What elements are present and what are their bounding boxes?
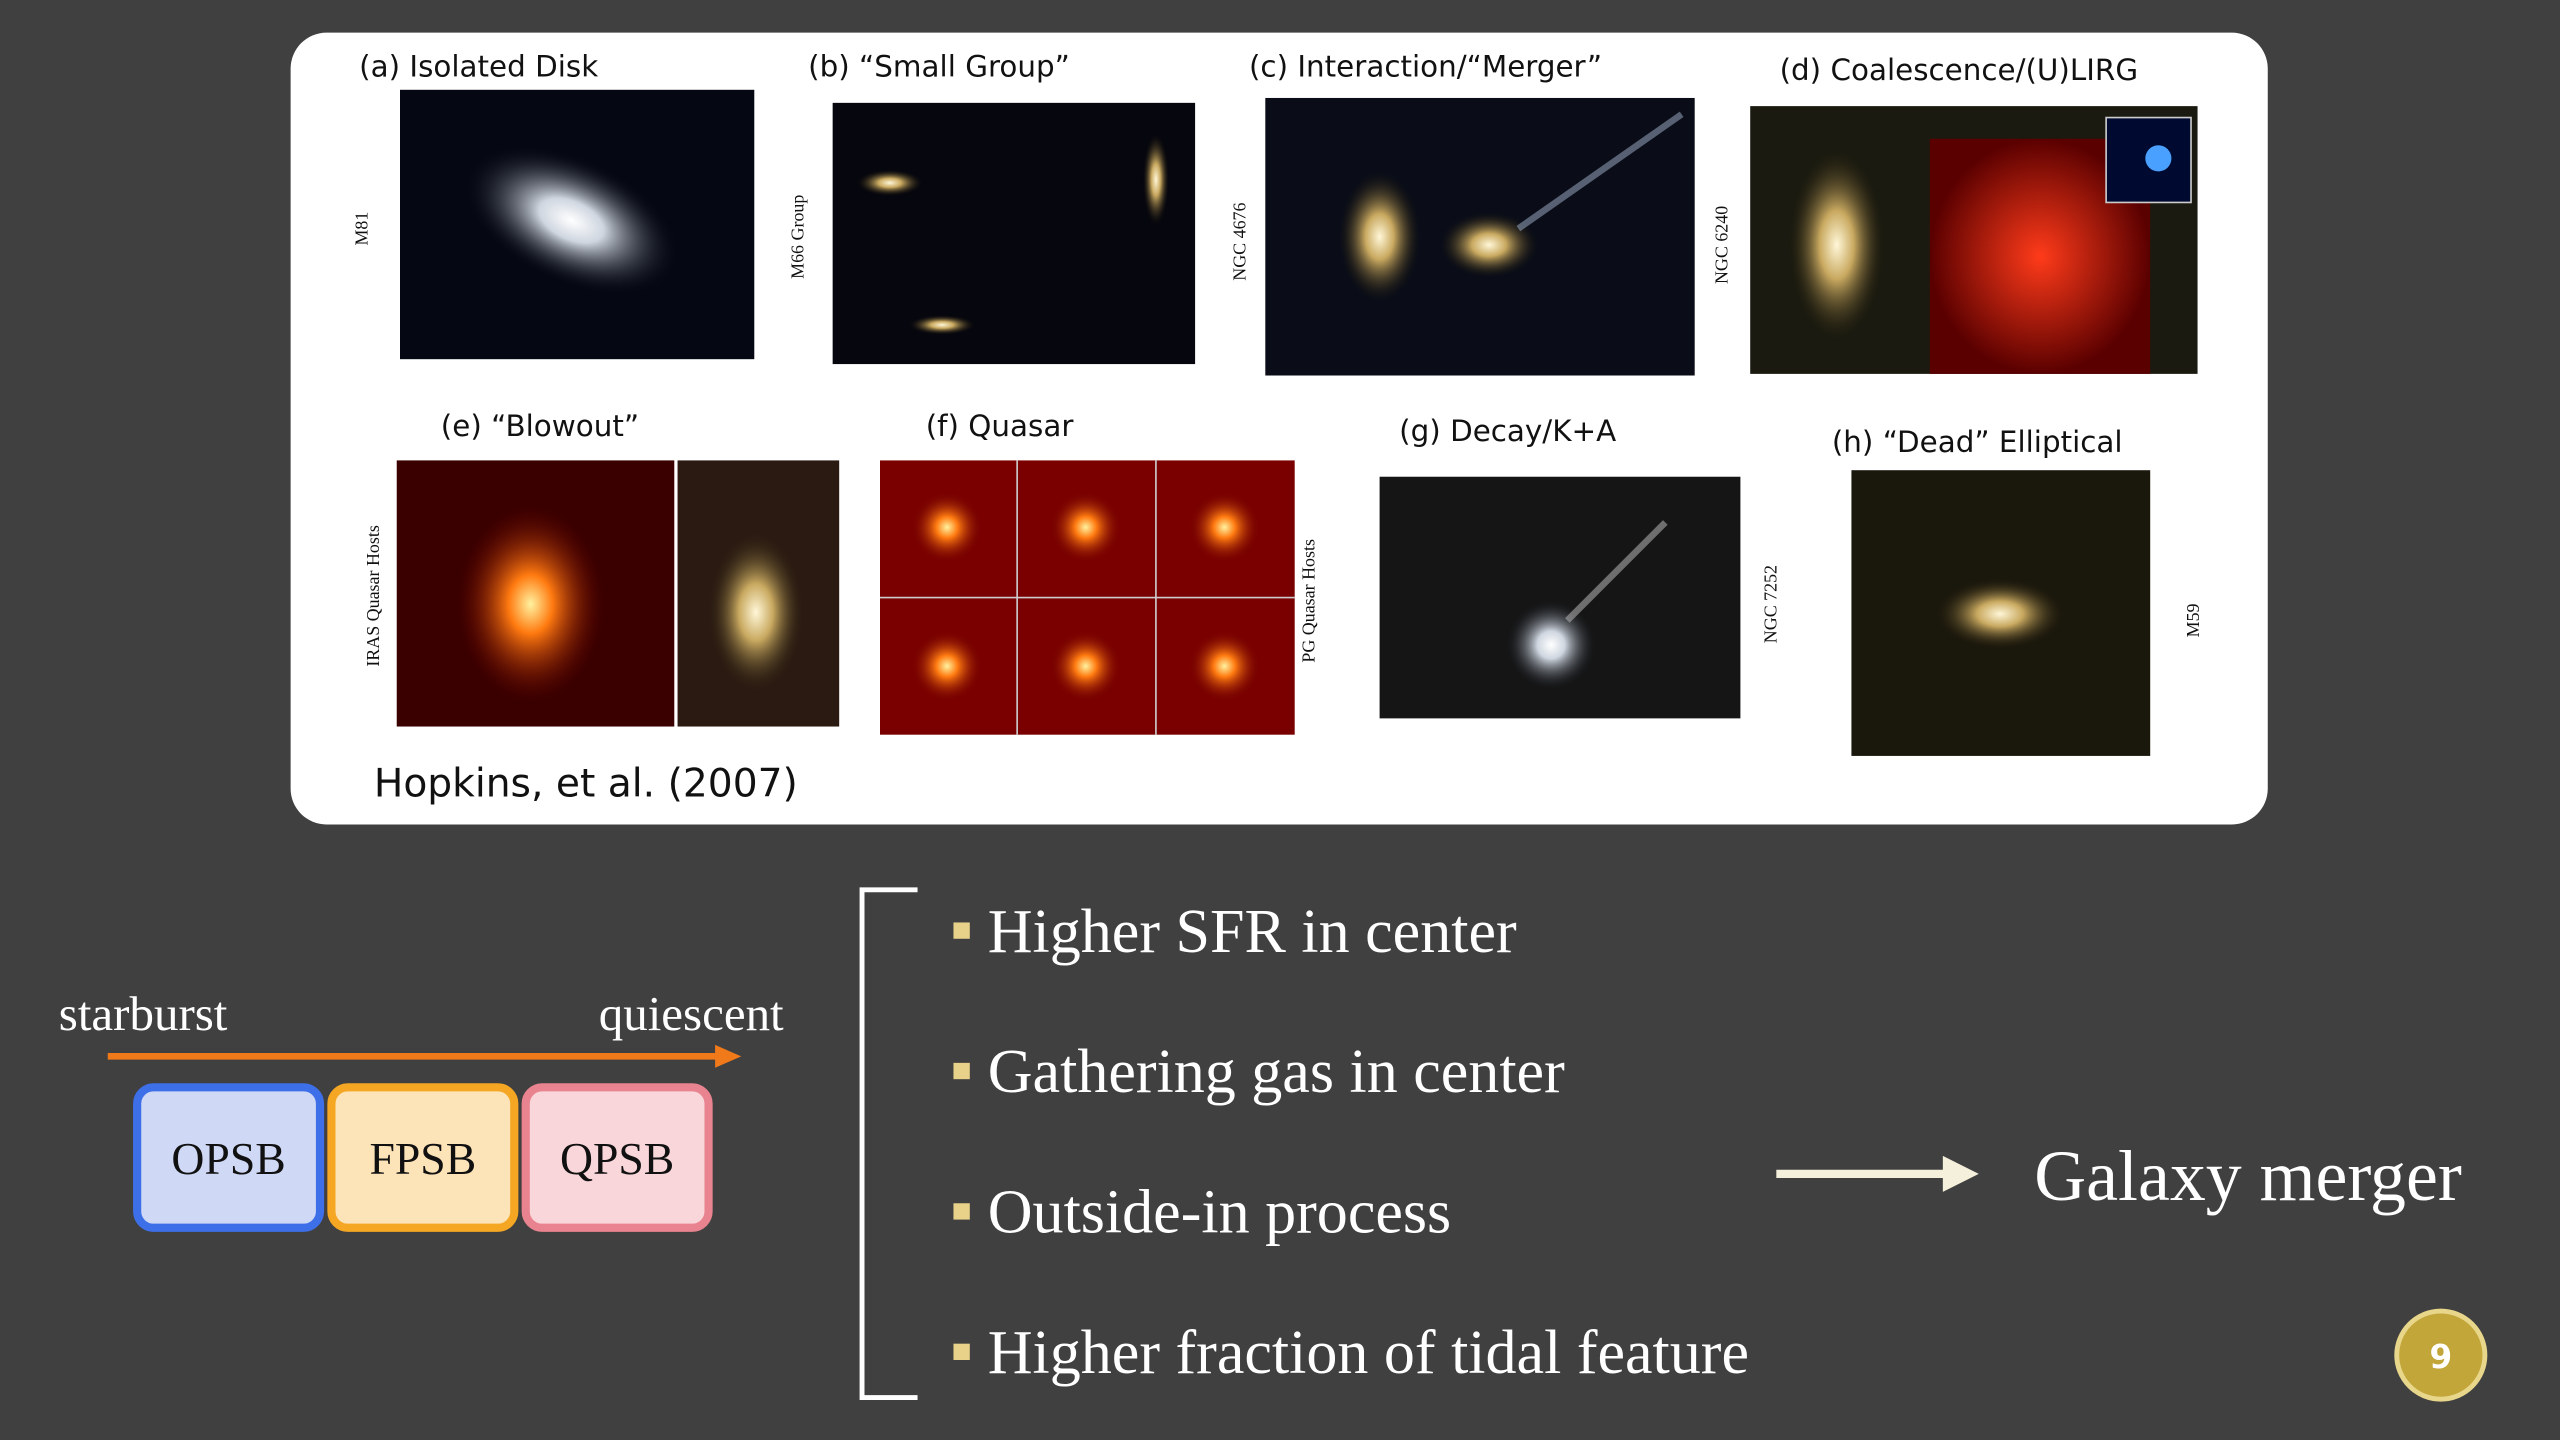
bullet-marker (953, 1343, 970, 1360)
object-label: NGC 4676 (1230, 202, 1250, 280)
arrow-head (715, 1044, 742, 1068)
bracket (859, 887, 918, 1400)
bullet-marker (953, 1062, 970, 1080)
galaxy (457, 506, 605, 703)
panel-label: (c) Interaction/“Merger” (1249, 50, 1602, 84)
bullet-text: Outside-in process (988, 1179, 1451, 1247)
panel-label: (g) Decay/K+A (1399, 414, 1616, 448)
panel-labels: (a) Isolated Disk M81 (b) “Small Group” M66… (351, 50, 2203, 667)
quasar (911, 491, 983, 564)
galaxy (464, 146, 679, 295)
stage-box (327, 1083, 519, 1232)
galaxy (1440, 212, 1538, 278)
stages: OPSB FPSB QPSB (133, 1083, 713, 1232)
stage-box (133, 1083, 325, 1232)
galaxy (1934, 577, 2066, 650)
citation: Hopkins, et al. (2007) (374, 762, 798, 807)
galaxy (857, 169, 923, 196)
galaxy (706, 530, 805, 694)
panel-label: (f) Quasar (926, 409, 1075, 443)
object-label: NGC 6240 (1711, 206, 1731, 284)
galaxy (1142, 133, 1169, 226)
quasar (911, 630, 983, 703)
stage-box (521, 1083, 713, 1232)
object-label: IRAS Quasar Hosts (363, 525, 383, 667)
figure-images (396, 89, 2198, 756)
sequence-end: quiescent (599, 986, 784, 1041)
object-label: M59 (2183, 603, 2203, 637)
conclusion: Galaxy merger (2034, 1136, 2462, 1216)
galaxy (909, 315, 975, 335)
panel-label: (a) Isolated Disk (359, 50, 598, 84)
image-pg-grid (880, 460, 1295, 735)
nucleus (2145, 145, 2172, 172)
quasar (1049, 630, 1122, 703)
stage-label: FPSB (369, 1133, 476, 1184)
quasar (1049, 491, 1122, 564)
stage-label: OPSB (171, 1133, 285, 1184)
quasar (1188, 491, 1261, 564)
object-label: M66 Group (787, 195, 807, 279)
bullet-text: Higher fraction of tidal feature (988, 1319, 1749, 1387)
galaxy (1338, 171, 1421, 303)
tidal-tail (1565, 520, 1668, 623)
object-label: M81 (351, 212, 371, 246)
galaxy (1505, 599, 1597, 691)
bullet-marker (953, 1203, 970, 1220)
quasar (1188, 630, 1261, 703)
galaxy (1787, 146, 1886, 343)
image-m66 (832, 102, 1196, 365)
page-number: 9 (2429, 1338, 2452, 1376)
bullet-text: Gathering gas in center (988, 1038, 1565, 1106)
stage-label: QPSB (560, 1133, 674, 1184)
object-label: PG Quasar Hosts (1298, 539, 1318, 663)
panel-label: (h) “Dead” Elliptical (1832, 425, 2123, 459)
tidal-tail (1516, 111, 1684, 232)
object-label: NGC 7252 (1760, 565, 1780, 643)
bullet-text: Higher SFR in center (988, 898, 1517, 966)
sequence-start: starburst (59, 986, 228, 1041)
panel-label: (e) “Blowout” (441, 409, 639, 443)
bullet-marker (953, 922, 970, 939)
panel-label: (b) “Small Group” (808, 50, 1070, 84)
page-badge (2394, 1308, 2488, 1402)
arrow-head (1942, 1155, 1979, 1192)
panel-label: (d) Coalescence/(U)LIRG (1780, 53, 2139, 87)
bullet-list: Higher SFR in center Gathering gas in cen… (953, 898, 1749, 1387)
